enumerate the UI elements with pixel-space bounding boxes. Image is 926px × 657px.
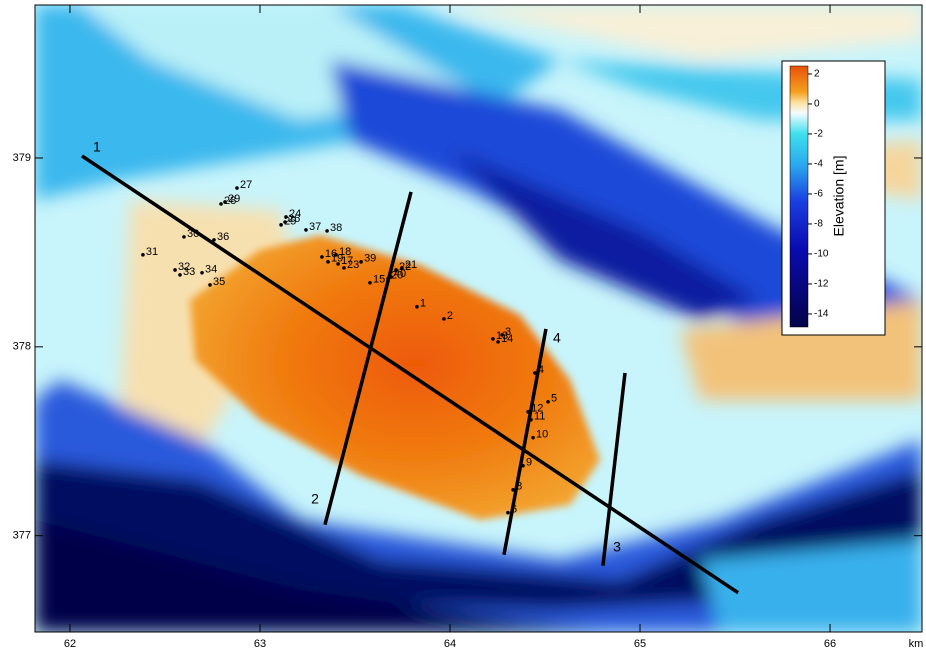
point-label: 37 [309,221,321,233]
point-label: 15 [373,274,385,286]
sample-point [533,371,537,375]
sample-point [208,283,212,287]
point-label: 30 [187,228,199,240]
point-label: 29 [228,193,240,205]
sample-point [235,186,239,190]
point-label: 5 [551,393,557,405]
sample-point [389,275,393,279]
colorbar-tick-label: -6 [814,189,823,200]
sample-point [529,418,533,422]
transect-label: 4 [553,330,561,346]
point-label: 2 [447,310,453,322]
colorbar-label: Elevation [m] [831,156,847,237]
sample-point [223,200,227,204]
point-label: 19 [331,253,343,265]
sample-point [178,273,182,277]
point-label: 39 [364,253,376,265]
y-tick-label: 377 [13,530,31,542]
point-label: 1 [420,298,426,310]
sample-point [326,260,330,264]
sample-point [491,337,495,341]
point-label: 38 [330,222,342,234]
sample-point [511,488,515,492]
x-tick-label: 66 [824,638,836,650]
x-tick-label: 62 [64,638,76,650]
point-label: 26 [288,213,300,225]
sample-point [212,238,216,242]
sample-point [521,464,525,468]
colorbar-tick-label: -12 [814,279,829,290]
sample-point [173,268,177,272]
point-label: 9 [526,457,532,469]
sample-point [141,253,145,257]
transect-label: 1 [93,139,101,155]
y-tick-label: 379 [13,152,31,164]
sample-point [415,305,419,309]
sample-point [368,281,372,285]
point-label: 40 [394,268,406,280]
sample-point [219,202,223,206]
colorbar-tick-label: -2 [814,129,823,140]
sample-point [279,223,283,227]
point-label: 34 [205,264,217,276]
point-label: 12 [531,403,543,415]
map-figure: 1234123456891011121314151617181920212223… [0,0,926,652]
colorbar-tick-label: -8 [814,219,823,230]
sample-point [200,271,204,275]
colorbar-tick-label: -14 [814,309,829,320]
colorbar-tick-label: -4 [814,159,823,170]
sample-point [320,255,324,259]
sample-point [304,228,308,232]
point-label: 33 [183,266,195,278]
point-label: 23 [347,259,359,271]
point-label: 8 [516,481,522,493]
colorbar-tick-label: 0 [814,99,820,110]
sample-point [182,235,186,239]
transect-label: 2 [311,490,319,506]
sample-point [342,266,346,270]
x-tick-label: 65 [634,638,646,650]
x-tick-label: 64 [444,638,456,650]
point-label: 27 [240,179,252,191]
point-label: 10 [536,429,548,441]
sample-point [496,340,500,344]
colorbar-tick-label: -10 [814,249,829,260]
sample-point [506,511,510,515]
transect-label: 3 [613,538,621,554]
sample-point [526,410,530,414]
sample-point [283,220,287,224]
sample-point [442,317,446,321]
point-label: 6 [511,504,517,516]
sample-point [325,229,329,233]
x-tick-label: 63 [254,638,266,650]
sample-point [546,400,550,404]
sample-point [531,436,535,440]
x-unit-label: km [909,638,924,650]
sample-point [359,260,363,264]
point-label: 36 [217,231,229,243]
colorbar-tick-label: 2 [814,69,820,80]
point-label: 35 [213,276,225,288]
y-tick-label: 378 [13,341,31,353]
point-label: 31 [146,246,158,258]
point-label: 14 [501,333,513,345]
colorbar [790,66,808,327]
point-label: 4 [538,364,544,376]
